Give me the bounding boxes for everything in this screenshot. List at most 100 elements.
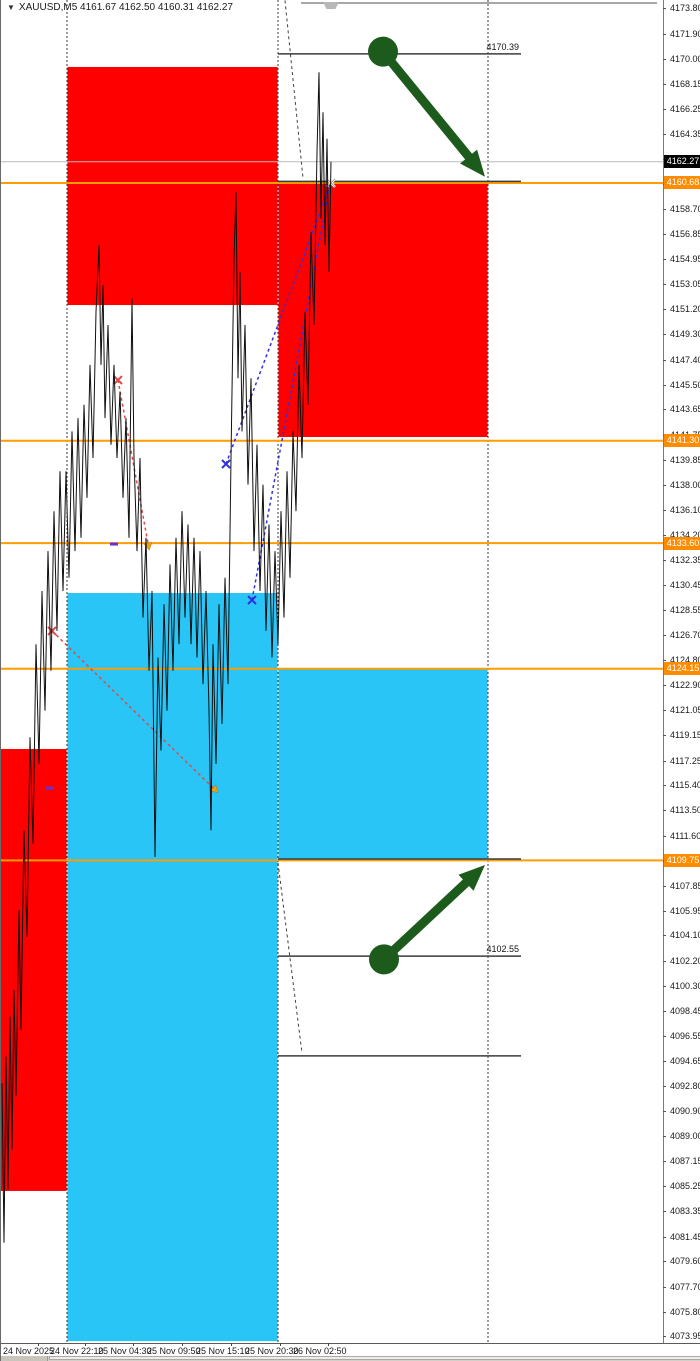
- scrollbar-thumb[interactable]: [49, 1356, 700, 1360]
- blue-x-marker: [221, 459, 231, 469]
- price-tick-mark: [663, 359, 666, 361]
- price-tick-label: 4092.80: [670, 1080, 700, 1091]
- price-tick-mark: [663, 334, 666, 336]
- price-tick-mark: [663, 409, 666, 411]
- price-tick-mark: [663, 209, 666, 211]
- price-tick-label: 4077.70: [670, 1281, 700, 1292]
- price-tick-mark: [663, 634, 666, 636]
- price-tick-mark: [663, 83, 666, 85]
- price-tick-mark: [663, 284, 666, 286]
- buy-arrow-shaft: [391, 875, 474, 954]
- gold-arrow-marker: [209, 784, 219, 794]
- price-tick-label: 4081.45: [670, 1231, 700, 1242]
- price-tick-label: 4083.35: [670, 1206, 700, 1217]
- price-axis[interactable]: 4173.80 4171.90 4170.00 4168.15 4166.25 4164.…: [663, 0, 700, 1343]
- price-tick-label: 4171.90: [670, 28, 700, 39]
- price-tick-label: 4151.20: [670, 304, 700, 315]
- horizontal-scrollbar[interactable]: [1, 1356, 700, 1361]
- target-line-label: 4170.39: [486, 42, 519, 52]
- blue-x-marker: [247, 595, 257, 605]
- time-tick-mark: [182, 1343, 183, 1346]
- price-tick-label: 4113.50: [670, 805, 700, 816]
- price-tick-mark: [663, 960, 666, 962]
- price-tick-label: 4121.05: [670, 705, 700, 716]
- price-tick-mark: [663, 760, 666, 762]
- price-tick-mark: [663, 384, 666, 386]
- price-tick-mark: [663, 735, 666, 737]
- price-tick-mark: [663, 835, 666, 837]
- scrollbar-corner: [1, 1356, 48, 1361]
- time-tick-mark: [231, 1343, 232, 1346]
- price-tick-mark: [663, 1136, 666, 1138]
- price-tick-label: 4124.80: [670, 655, 700, 666]
- price-tick-label: 4122.90: [670, 680, 700, 691]
- price-tick-mark: [663, 1160, 666, 1162]
- sell-arrow-head: [460, 149, 485, 177]
- price-tick-mark: [663, 1010, 666, 1012]
- price-tick-label: 4170.00: [670, 54, 700, 64]
- red-trendline: [117, 379, 149, 544]
- price-tick-mark: [663, 8, 666, 10]
- price-tick-mark: [663, 585, 666, 586]
- price-tick-mark: [663, 33, 666, 35]
- price-tick-label: 4098.45: [670, 1005, 700, 1016]
- price-tick-mark: [663, 108, 666, 110]
- price-tick-label: 4126.70: [670, 629, 700, 640]
- price-tick-mark: [663, 986, 666, 987]
- price-tick-mark: [663, 459, 666, 461]
- price-tick-mark: [663, 910, 666, 912]
- price-tick-mark: [663, 710, 666, 712]
- price-tick-label: 4087.15: [670, 1155, 700, 1166]
- price-series: [1, 72, 332, 1243]
- price-tick-label: 4094.65: [670, 1056, 700, 1067]
- price-tick-label: 4079.60: [670, 1256, 700, 1267]
- bear-zone: [278, 182, 488, 437]
- bull-zone: [278, 668, 488, 861]
- price-tick-label: 4143.65: [670, 404, 700, 415]
- time-label: 24 Nov 2025: [3, 1346, 55, 1356]
- price-tick-mark: [663, 1211, 666, 1213]
- current-price-badge: 4162.27: [664, 155, 700, 169]
- price-tick-mark: [663, 535, 666, 537]
- window-separator-line: [301, 2, 657, 4]
- order-marker: [110, 542, 118, 546]
- sell-signal-circle: [368, 36, 398, 67]
- price-tick-mark: [663, 1061, 666, 1063]
- price-tick-mark: [663, 660, 666, 662]
- bear-zone: [1, 749, 67, 1191]
- buy-signal-circle: [369, 944, 399, 975]
- symbol-dropdown-icon[interactable]: ▼: [7, 3, 15, 12]
- price-tick-label: 4119.15: [670, 730, 700, 741]
- price-tick-label: 4149.30: [670, 329, 700, 340]
- price-tick-mark: [663, 559, 666, 561]
- time-tick-mark: [280, 1343, 281, 1346]
- price-tick-label: 4166.25: [670, 103, 700, 114]
- price-tick-mark: [663, 1186, 666, 1188]
- price-tick-mark: [663, 810, 666, 812]
- blue-trendline: [225, 182, 332, 465]
- price-tick-label: 4147.40: [670, 354, 700, 365]
- price-tick-mark: [663, 785, 666, 787]
- level-price-badge: 4160.68: [664, 176, 700, 190]
- price-tick-mark: [663, 1311, 666, 1313]
- price-tick-label: 4173.80: [670, 3, 700, 14]
- price-tick-mark: [663, 610, 666, 612]
- price-tick-label: 4130.45: [670, 580, 700, 590]
- chart-title-text: XAUUSD,M5 4161.67 4162.50 4160.31 4162.2…: [18, 2, 233, 13]
- blue-trendline: [251, 184, 331, 601]
- time-tick-mark: [38, 1343, 39, 1346]
- price-tick-label: 4138.00: [670, 479, 700, 490]
- window-separator-handle-icon[interactable]: [323, 2, 339, 9]
- price-tick-mark: [663, 309, 666, 311]
- red-trendline: [51, 630, 214, 789]
- price-tick-mark: [663, 1085, 666, 1087]
- price-tick-label: 4117.25: [670, 755, 700, 766]
- dashed-trend-line: [277, 862, 303, 1054]
- time-axis[interactable]: 24 Nov 2025 24 Nov 22:10 25 Nov 04:30 25 No…: [1, 1343, 700, 1357]
- time-label: 25 Nov 15:10: [196, 1346, 250, 1356]
- price-tick-label: 4168.15: [670, 78, 700, 89]
- price-tick-label: 4132.35: [670, 554, 700, 565]
- price-tick-mark: [663, 1261, 666, 1263]
- time-label: 25 Nov 04:30: [98, 1346, 152, 1356]
